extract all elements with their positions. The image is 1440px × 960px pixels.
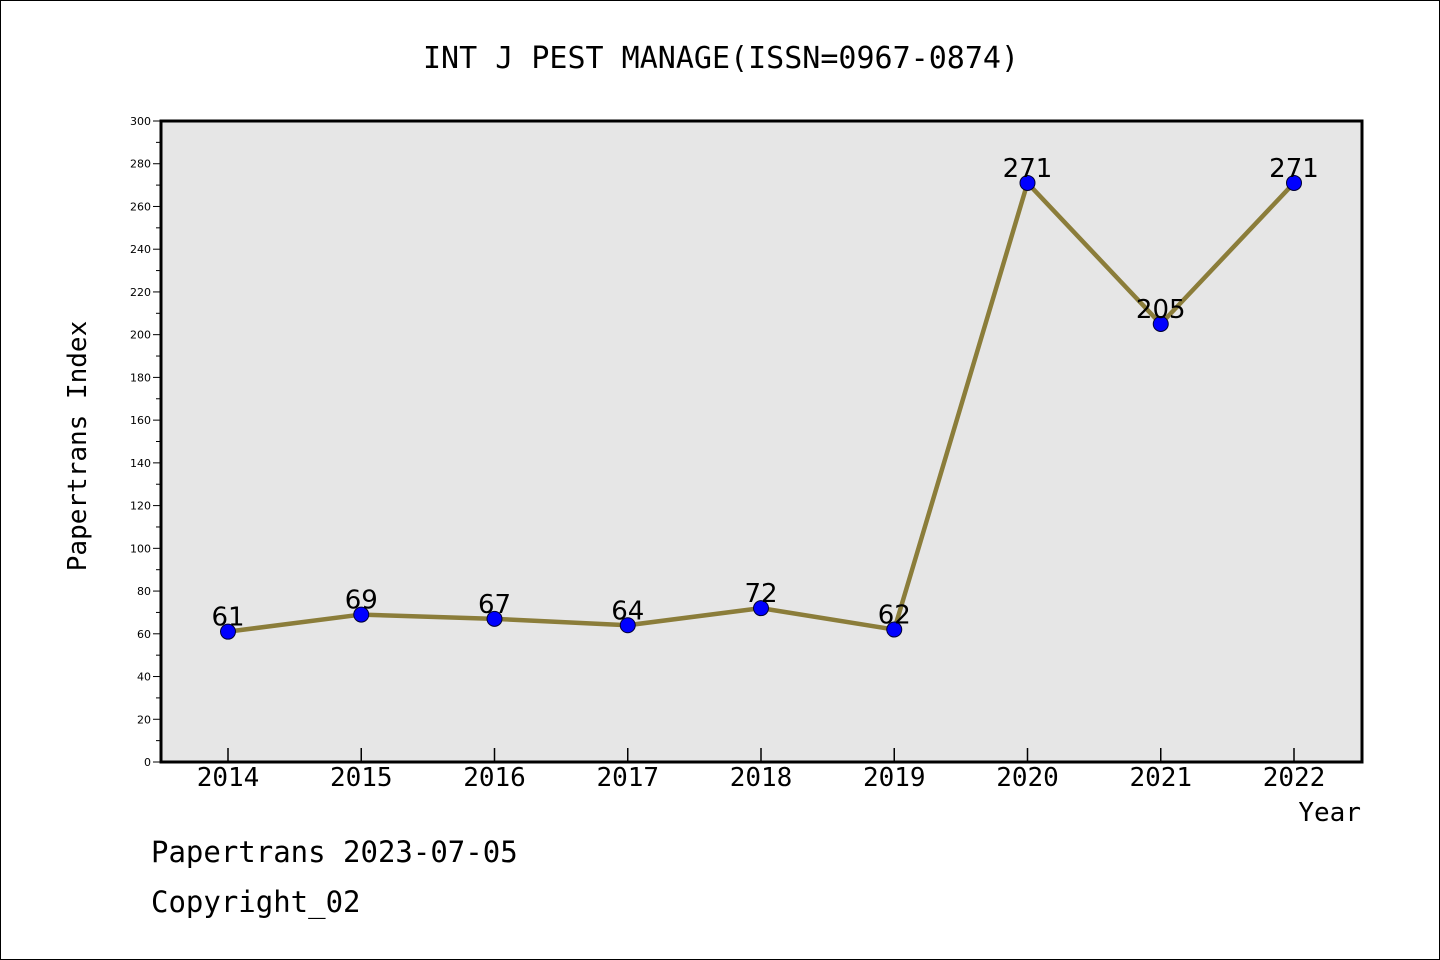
y-tick-label-260: 260	[130, 200, 151, 213]
y-axis-label: Papertrans Index	[63, 321, 93, 571]
y-tick-label-200: 200	[130, 329, 151, 342]
x-tick-label-2014: 2014	[197, 763, 260, 793]
data-point-2019	[886, 621, 903, 638]
data-label-2015: 69	[345, 586, 378, 616]
data-point-2022	[1286, 174, 1302, 191]
x-axis-label: Year	[1298, 798, 1361, 828]
x-axis: 2014 2015 2016 2017 2018 2019 2020 2021 2022	[197, 748, 1326, 793]
x-tick-label-2019: 2019	[863, 763, 926, 793]
data-markers	[220, 174, 1302, 640]
data-point-2020	[1019, 174, 1036, 191]
data-point-2014	[220, 623, 236, 640]
footer-copyright-text: Copyright_02	[151, 885, 361, 919]
y-axis: 0 20 40 60 80 100 120 140 160 180 200 220 240 260 280 3…	[130, 115, 161, 769]
y-tick-label-240: 240	[130, 243, 151, 256]
y-tick-label-120: 120	[130, 500, 151, 513]
y-tick-label-100: 100	[130, 542, 151, 555]
data-point-2018	[753, 600, 769, 617]
x-tick-label-2015: 2015	[330, 763, 393, 793]
y-tick-label-0: 0	[144, 756, 151, 769]
x-tick-label-2018: 2018	[730, 763, 793, 793]
y-tick-label-180: 180	[130, 371, 151, 384]
plot-area	[159, 119, 1364, 764]
y-tick-label-20: 20	[137, 713, 151, 726]
y-tick-label-60: 60	[137, 628, 151, 641]
data-label-2020: 271	[1003, 154, 1053, 184]
chart-title: INT J PEST MANAGE(ISSN=0967-0874)	[423, 41, 1019, 76]
y-tick-label-300: 300	[130, 115, 151, 128]
data-label-2017: 64	[611, 596, 644, 626]
data-point-2016	[486, 610, 503, 627]
y-tick-label-140: 140	[130, 457, 151, 470]
data-label-2018: 72	[744, 579, 777, 609]
data-label-2016: 67	[478, 590, 511, 620]
data-label-2021: 205	[1136, 295, 1186, 325]
x-tick-label-2020: 2020	[996, 763, 1059, 793]
y-tick-label-40: 40	[137, 671, 151, 684]
x-tick-label-2016: 2016	[463, 763, 526, 793]
data-point-2017	[619, 617, 636, 634]
footer-date-text: Papertrans 2023-07-05	[151, 835, 518, 869]
data-point-2021	[1152, 315, 1169, 332]
y-tick-label-280: 280	[130, 158, 151, 171]
data-label-2014: 61	[211, 603, 244, 633]
data-label-2019: 62	[878, 601, 911, 631]
y-tick-label-160: 160	[130, 414, 151, 427]
data-label-2022: 271	[1269, 154, 1319, 184]
y-tick-label-220: 220	[130, 286, 151, 299]
data-labels: 61 69 67 64 72 62 271 205 271	[211, 154, 1318, 633]
data-point-2015	[353, 606, 370, 623]
y-tick-label-80: 80	[137, 585, 151, 598]
x-tick-label-2021: 2021	[1129, 763, 1192, 793]
x-tick-label-2017: 2017	[596, 763, 659, 793]
x-tick-label-2022: 2022	[1263, 763, 1326, 793]
